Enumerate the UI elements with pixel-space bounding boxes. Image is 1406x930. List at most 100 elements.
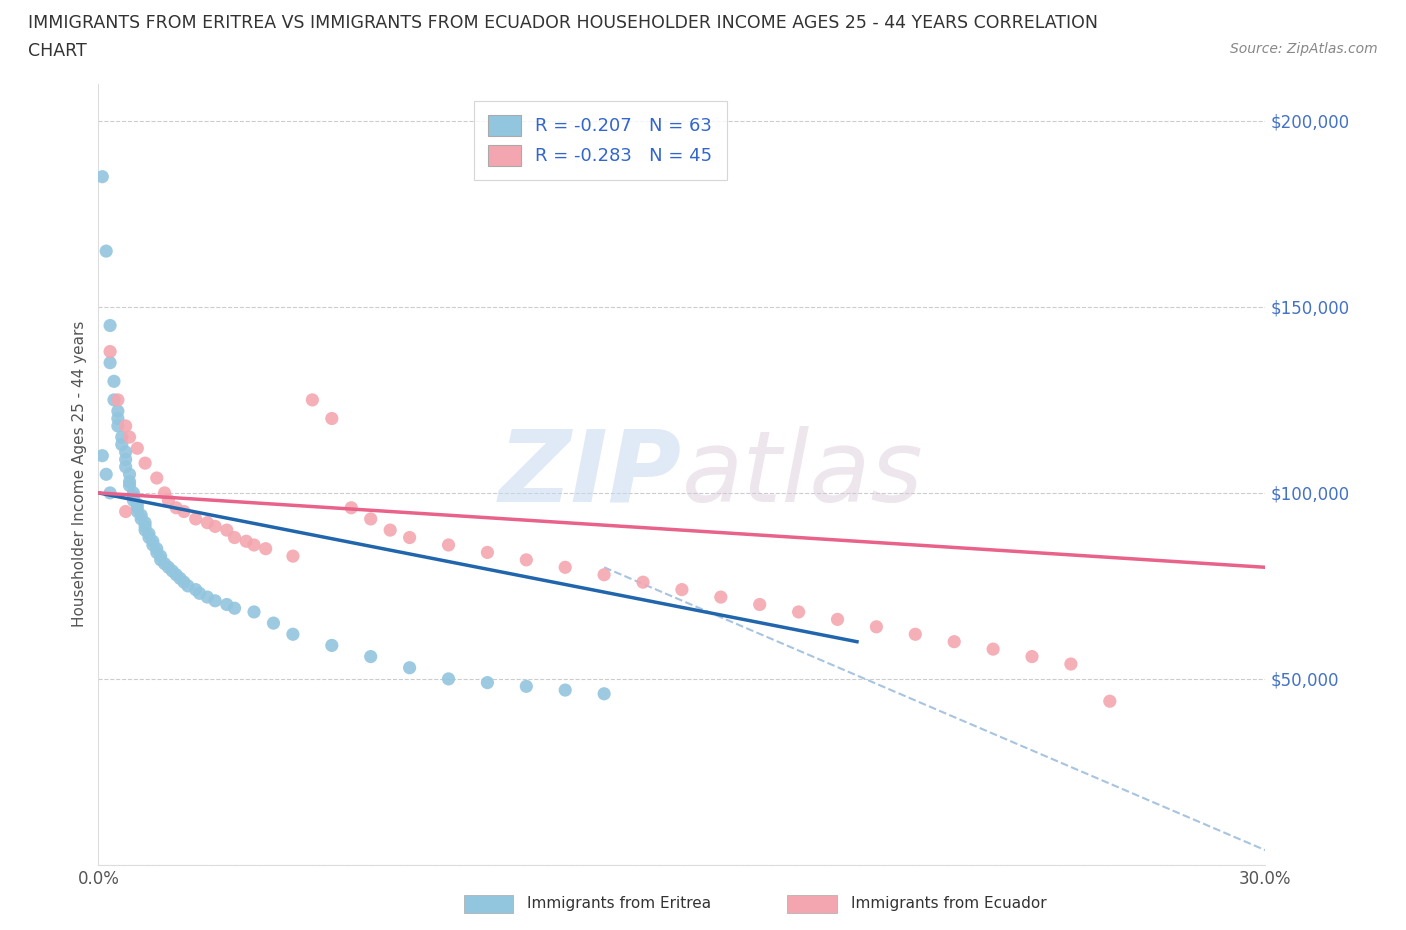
Point [281,549,304,564]
Point [138,526,160,541]
Point [554,560,576,575]
Point [107,411,129,426]
Point [122,485,145,500]
Point [177,578,200,593]
Text: Immigrants from Ecuador: Immigrants from Ecuador [851,897,1046,911]
Point [827,612,849,627]
Point [129,508,152,523]
Point [118,474,141,489]
Point [127,500,149,515]
Point [748,597,770,612]
Point [96,244,118,259]
Point [904,627,927,642]
Point [398,660,420,675]
Point [127,497,149,512]
Point [98,318,121,333]
Point [138,530,160,545]
Point [98,355,121,370]
Point [671,582,693,597]
Point [593,567,616,582]
Point [321,411,343,426]
Point [215,597,238,612]
Point [321,638,343,653]
Point [204,519,226,534]
Point [224,530,246,545]
Point [184,582,207,597]
Point [515,552,537,567]
Y-axis label: Householder Income Ages 25 - 44 years: Householder Income Ages 25 - 44 years [72,321,87,628]
Point [165,500,187,515]
Text: atlas: atlas [682,426,924,523]
Point [865,619,887,634]
Point [134,523,156,538]
Point [122,493,145,508]
Text: Immigrants from Eritrea: Immigrants from Eritrea [527,897,711,911]
Point [162,564,184,578]
Point [134,515,156,530]
Point [254,541,277,556]
Point [554,683,576,698]
Point [235,534,257,549]
Point [224,601,246,616]
Point [360,649,382,664]
Point [165,567,187,582]
Point [188,586,211,601]
Point [1098,694,1121,709]
Point [107,404,129,418]
Point [134,519,156,534]
Point [477,675,499,690]
Point [114,459,136,474]
Point [107,418,129,433]
Point [118,467,141,482]
Point [1021,649,1043,664]
Point [103,374,125,389]
Text: CHART: CHART [28,42,87,60]
Point [114,504,136,519]
Point [281,627,304,642]
Point [380,523,402,538]
Point [787,604,810,619]
Point [173,575,195,590]
Point [477,545,499,560]
Point [943,634,966,649]
Point [593,686,616,701]
Point [437,671,460,686]
Point [114,418,136,433]
Point [153,485,176,500]
Point [184,512,207,526]
Point [195,515,218,530]
Point [91,448,114,463]
Point [111,430,134,445]
Point [142,538,165,552]
Legend: R = -0.207   N = 63, R = -0.283   N = 45: R = -0.207 N = 63, R = -0.283 N = 45 [474,100,727,180]
Point [262,616,284,631]
Point [195,590,218,604]
Point [98,485,121,500]
Point [129,512,152,526]
Point [118,478,141,493]
Point [134,456,156,471]
Point [142,534,165,549]
Point [146,545,169,560]
Point [153,556,176,571]
Point [114,445,136,459]
Point [111,437,134,452]
Point [149,549,172,564]
Point [169,571,191,586]
Point [146,471,169,485]
Point [157,560,180,575]
Point [91,169,114,184]
Point [146,541,169,556]
Point [243,604,266,619]
Point [301,392,323,407]
Point [340,500,363,515]
Point [98,344,121,359]
Point [215,523,238,538]
Point [149,552,172,567]
Point [127,504,149,519]
Point [398,530,420,545]
Point [243,538,266,552]
Text: IMMIGRANTS FROM ERITREA VS IMMIGRANTS FROM ECUADOR HOUSEHOLDER INCOME AGES 25 - : IMMIGRANTS FROM ERITREA VS IMMIGRANTS FR… [28,14,1098,32]
Point [96,467,118,482]
Point [173,504,195,519]
